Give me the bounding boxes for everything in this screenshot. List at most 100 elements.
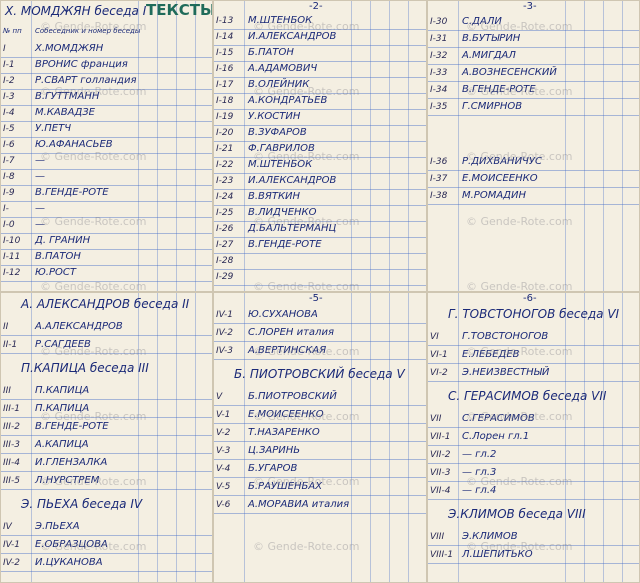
ledger-row: I-32 А.МИГДАЛ <box>428 47 639 65</box>
row-number: VI <box>430 332 439 342</box>
ledger-row: I-7 — <box>1 153 212 170</box>
ledger-row: I-16 А.АДАМОВИЧ <box>214 61 426 78</box>
row-name: — гл.4 <box>462 485 497 496</box>
section-heading: Э. ПЬЕХА беседа IV <box>21 497 143 511</box>
ledger-row: IV-2 С.ЛОРЕН италия <box>214 323 426 342</box>
row-name: Р.САГДЕЕВ <box>35 339 91 350</box>
row-name: И.АЛЕКСАНДРОВ <box>248 31 337 42</box>
row-number: V <box>216 392 223 402</box>
row-number: IV <box>3 522 12 532</box>
ledger-row: IV-1 Е.ОБРАЗЦОВА <box>1 535 212 554</box>
notebook-page: Х. МОМДЖЯН беседа I ТЕКСТЫ № пп Собеседник … <box>0 0 213 292</box>
row-name: В.ГЕНДЕ-РОТЕ <box>35 421 109 432</box>
row-number: I-20 <box>216 128 234 138</box>
row-name: А.МОРАВИА италия <box>248 499 350 510</box>
page-number: -6- <box>523 293 537 304</box>
row-number: V-5 <box>216 482 231 492</box>
ledger-row: II-1 Р.САГДЕЕВ <box>1 335 212 354</box>
ledger-row: I-19 У.КОСТИН <box>214 109 426 126</box>
row-number: VIII-1 <box>430 550 454 560</box>
ledger-row: VI-1 Е.ЛЕБЕДЕВ <box>428 345 639 364</box>
ledger-row: V-3 Ц.ЗАРИНЬ <box>214 441 426 460</box>
ledger-row: VII-2 — гл.2 <box>428 445 639 464</box>
ledger-row: I-23 И.АЛЕКСАНДРОВ <box>214 173 426 190</box>
ledger-row: I-33 А.ВОЗНЕСЕНСКИЙ <box>428 64 639 82</box>
ledger-row: I-28 <box>214 253 426 270</box>
row-number: III-3 <box>3 440 20 450</box>
ledger-row: V-6 А.МОРАВИА италия <box>214 495 426 514</box>
row-number: I <box>3 44 6 54</box>
row-name: П.КАПИЦА <box>35 385 90 396</box>
notebook-page: -2- I-13 М.ШТЕНБОК I-14 И.АЛЕКСАНДРОВ I-15 Б.П… <box>213 0 427 292</box>
row-number: VII-1 <box>430 432 451 442</box>
ledger-row: I-14 И.АЛЕКСАНДРОВ <box>214 29 426 46</box>
ledger-row: I-35 Г.СМИРНОВ <box>428 98 639 116</box>
row-name: И.ЦУКАНОВА <box>35 557 103 568</box>
row-name: В.ПАТОН <box>35 251 81 262</box>
row-name: Б.ПАТОН <box>248 47 294 58</box>
row-name: В.ГУТТМАНН <box>35 91 100 102</box>
row-number: VI-1 <box>430 350 448 360</box>
row-number: I-19 <box>216 112 234 122</box>
row-number: I-28 <box>216 256 234 266</box>
ledger-row: I Х.МОМДЖЯН <box>1 41 212 58</box>
row-name: А.МИГДАЛ <box>462 50 516 61</box>
row-number: V-6 <box>216 500 231 510</box>
page-subtitle: ТЕКСТЫ <box>146 1 213 19</box>
ledger-row: I-37 Е.МОИСЕЕНКО <box>428 170 639 188</box>
ledger-row: I-6 Ю.АФАНАСЬЕВ <box>1 137 212 154</box>
row-number: I-10 <box>3 236 21 246</box>
section-heading: А. АЛЕКСАНДРОВ беседа II <box>21 297 190 311</box>
row-number: I-33 <box>430 68 448 78</box>
row-number: IV-3 <box>216 346 234 356</box>
ledger-row: I-10 Д. ГРАНИН <box>1 233 212 250</box>
ledger-row: I-18 А.КОНДРАТЬЕВ <box>214 93 426 110</box>
ledger-row: I-17 В.ОЛЕЙНИК <box>214 77 426 94</box>
row-name: А.АЛЕКСАНДРОВ <box>35 321 123 332</box>
row-number: I-7 <box>3 156 15 166</box>
page-number: -3- <box>523 1 537 12</box>
row-name: Р.СВАРТ голландия <box>35 75 137 86</box>
row-name: А.АДАМОВИЧ <box>248 63 318 74</box>
row-number: I-14 <box>216 32 234 42</box>
row-number: I-1 <box>3 60 15 70</box>
row-number: I-8 <box>3 172 15 182</box>
row-name: Э.ПЬЕХА <box>35 521 80 532</box>
ledger-row: VIII-1 Л.ШЕПИТЬКО <box>428 545 639 564</box>
row-name: Л.НУРСТРЕМ <box>35 475 100 486</box>
row-name: Б.ПИОТРОВСКИЙ <box>248 391 337 402</box>
ledger-row: I-2 Р.СВАРТ голландия <box>1 73 212 90</box>
row-number: VI-2 <box>430 368 448 378</box>
row-name: И.ГЛЕНЗАЛКА <box>35 457 108 468</box>
row-number: I-21 <box>216 144 234 154</box>
row-name: М.ШТЕНБОК <box>248 15 313 26</box>
notebook-page: -5- IV-1 Ю.СУХАНОВА IV-2 С.ЛОРЕН италия IV-3 А… <box>213 292 427 583</box>
row-name: Г.СМИРНОВ <box>462 101 523 112</box>
ledger-row: I-38 М.РОМАДИН <box>428 187 639 205</box>
ledger-row: V-2 Т.НАЗАРЕНКО <box>214 423 426 442</box>
row-name: ВРОНИС франция <box>35 59 128 70</box>
row-number: I-18 <box>216 96 234 106</box>
ledger-row: V-1 Е.МОИСЕЕНКО <box>214 405 426 424</box>
row-number: II-1 <box>3 340 18 350</box>
ledger-row: I-8 — <box>1 169 212 186</box>
row-name: Е.МОИСЕЕНКО <box>248 409 324 420</box>
row-number: I- <box>3 204 9 214</box>
row-number: V-3 <box>216 446 231 456</box>
column-header: № пп <box>3 27 22 35</box>
ledger-row: I-0 — <box>1 217 212 234</box>
ledger-row: I-11 В.ПАТОН <box>1 249 212 266</box>
row-number: I-23 <box>216 176 234 186</box>
row-name: Э.КЛИМОВ <box>462 531 518 542</box>
row-name: Е.ЛЕБЕДЕВ <box>462 349 520 360</box>
row-name: И.АЛЕКСАНДРОВ <box>248 175 337 186</box>
ledger-row: I-12 Ю.РОСТ <box>1 265 212 282</box>
row-number: VII-2 <box>430 450 451 460</box>
row-name: Х.МОМДЖЯН <box>35 43 104 54</box>
row-number: I-0 <box>3 220 15 230</box>
row-number: I-15 <box>216 48 234 58</box>
ledger-row: IV-3 А.ВЕРТИНСКАЯ <box>214 341 426 360</box>
notebook-page: -6- Г. ТОВСТОНОГОВ беседа VI VI Г.ТОВСТОНОГ… <box>427 292 640 583</box>
row-name: У.ПЕТЧ <box>35 123 72 134</box>
row-number: III-2 <box>3 422 20 432</box>
